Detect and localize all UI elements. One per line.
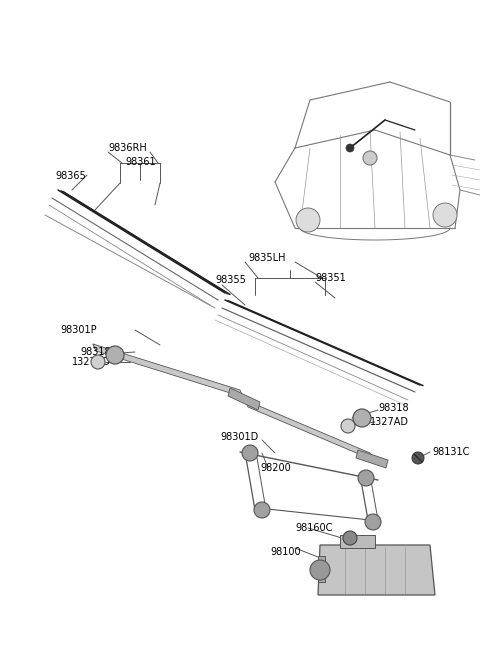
Circle shape [343,531,357,545]
Circle shape [358,470,374,486]
Polygon shape [356,450,388,468]
Text: 9835LH: 9835LH [248,253,286,263]
Text: 98351: 98351 [315,273,346,283]
Circle shape [341,419,355,433]
Text: 98361: 98361 [125,157,156,167]
Text: 98131C: 98131C [432,447,469,457]
Text: 98318: 98318 [378,403,408,413]
Circle shape [433,203,457,227]
Text: 98365: 98365 [55,171,86,181]
Circle shape [296,208,320,232]
Circle shape [365,514,381,530]
Circle shape [412,452,424,464]
Text: 98301P: 98301P [60,325,96,335]
Polygon shape [245,400,373,460]
Text: 1327AD: 1327AD [370,417,409,427]
Text: 98301D: 98301D [220,432,258,442]
Text: 98200: 98200 [260,463,291,473]
Polygon shape [318,545,435,595]
Text: 9836RH: 9836RH [108,143,147,153]
Circle shape [242,445,258,461]
Circle shape [346,144,354,152]
Circle shape [353,409,371,427]
Text: 1327AD: 1327AD [72,357,111,367]
Polygon shape [93,344,243,397]
Polygon shape [228,388,260,410]
Circle shape [91,355,105,369]
Polygon shape [340,535,375,548]
Polygon shape [318,556,325,582]
Text: 98160C: 98160C [295,523,332,533]
Text: 98318: 98318 [80,347,110,357]
Circle shape [254,502,270,518]
Text: 98355: 98355 [215,275,246,285]
Circle shape [310,560,330,580]
Circle shape [106,346,124,364]
Text: 98100: 98100 [270,547,300,557]
Circle shape [363,151,377,165]
